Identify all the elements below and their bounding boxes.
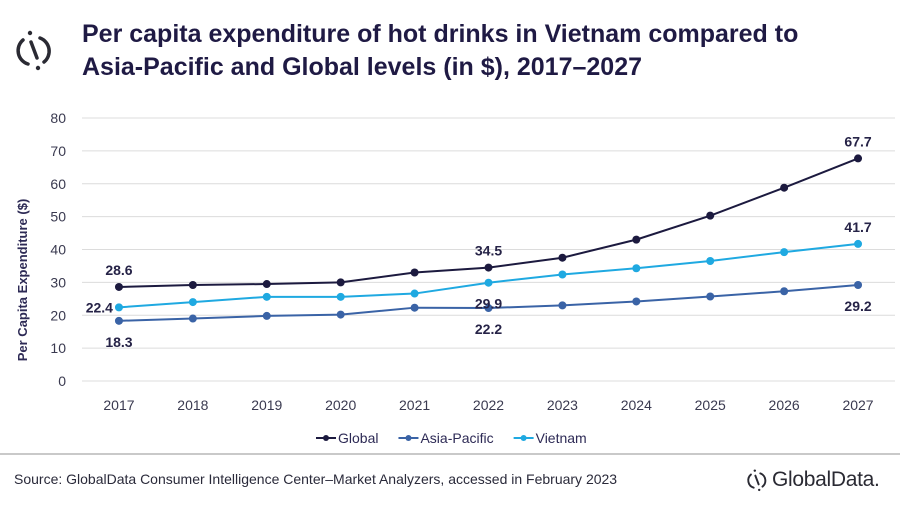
data-point: [632, 297, 641, 306]
data-label: 28.6: [105, 262, 132, 278]
y-tick-label: 60: [50, 176, 66, 192]
footer-divider: [0, 453, 900, 455]
data-point: [780, 248, 789, 257]
title-line-2: Asia-Pacific and Global levels (in $), 2…: [82, 53, 642, 81]
y-tick-label: 50: [50, 209, 66, 225]
legend-label: Global: [338, 430, 378, 446]
legend-swatch-marker: [323, 435, 329, 441]
data-label: 22.4: [86, 299, 113, 315]
data-point: [188, 314, 197, 323]
data-point: [484, 263, 493, 272]
data-label: 29.9: [475, 296, 502, 312]
data-point: [854, 281, 863, 290]
data-point: [262, 311, 271, 320]
x-tick-label: 2018: [177, 397, 208, 413]
data-point: [780, 287, 789, 296]
legend-swatch-marker: [520, 435, 527, 441]
series-lines: [114, 154, 863, 325]
data-point: [632, 235, 641, 244]
chart-title: Per capita expenditure of hot drinks in …: [82, 18, 882, 84]
x-tick-label: 2027: [842, 397, 873, 413]
y-tick-label: 30: [50, 274, 66, 290]
legend-item: Vietnam: [513, 430, 587, 446]
data-point: [706, 257, 715, 266]
y-axis-ticks: 0 10 20 30 40 50 60 70 80: [50, 110, 66, 389]
legend-item: Asia-Pacific: [398, 430, 494, 446]
x-tick-label: 2021: [399, 397, 430, 413]
data-point: [188, 281, 197, 290]
brand-name: GlobalData.: [772, 468, 880, 491]
data-label: 34.5: [475, 243, 502, 259]
data-point: [558, 253, 567, 262]
data-label: 18.3: [105, 334, 132, 350]
globaldata-mark-icon: [16, 30, 51, 71]
x-tick-label: 2025: [695, 397, 726, 413]
data-point: [336, 310, 345, 319]
data-point: [336, 278, 345, 287]
x-tick-label: 2023: [547, 397, 578, 413]
source-note: Source: GlobalData Consumer Intelligence…: [14, 471, 618, 487]
chart-area: 0 10 20 30 40 50 60 70 80 2017 2018 2019 2020 2021 20…: [0, 100, 900, 450]
data-point: [188, 298, 197, 307]
y-axis-label: Per Capita Expenditure ($): [15, 199, 30, 362]
brand-logo: GlobalData.: [746, 464, 880, 496]
globaldata-mark-icon: [747, 469, 767, 492]
data-point: [484, 304, 493, 313]
y-tick-label: 40: [50, 242, 66, 258]
legend: Global Asia-Pacific Vietnam: [316, 430, 587, 446]
data-point: [262, 292, 271, 301]
x-tick-label: 2024: [621, 397, 652, 413]
data-label: 41.7: [844, 219, 871, 235]
y-tick-label: 70: [50, 143, 66, 159]
y-tick-label: 0: [58, 373, 66, 389]
data-label: 67.7: [844, 133, 871, 149]
x-tick-label: 2019: [251, 397, 282, 413]
data-point: [854, 239, 863, 248]
data-point: [410, 289, 419, 298]
data-point: [484, 278, 493, 287]
data-point: [632, 264, 641, 273]
data-point: [262, 280, 271, 289]
gridlines: [82, 117, 895, 382]
data-point: [706, 292, 715, 301]
y-tick-label: 20: [50, 307, 66, 323]
legend-item: Global: [316, 430, 378, 446]
title-line-1: Per capita expenditure of hot drinks in …: [82, 20, 799, 48]
header: Per capita expenditure of hot drinks in …: [0, 0, 900, 100]
legend-swatch-marker: [405, 435, 412, 441]
data-labels: 28.6 34.5 67.7 18.3 22.2 29.2 22.4 29.9 41.7: [86, 133, 872, 349]
data-point: [558, 301, 567, 310]
data-point: [410, 268, 419, 277]
data-point: [854, 154, 863, 163]
x-tick-label: 2017: [103, 397, 134, 413]
y-tick-label: 10: [50, 340, 66, 356]
y-tick-label: 80: [50, 110, 66, 126]
data-label: 29.2: [844, 298, 871, 314]
legend-label: Vietnam: [536, 430, 587, 446]
data-point: [780, 183, 789, 192]
x-tick-label: 2020: [325, 397, 356, 413]
data-point: [558, 270, 567, 279]
data-point: [114, 316, 123, 325]
legend-label: Asia-Pacific: [420, 430, 493, 446]
x-axis-ticks: 2017 2018 2019 2020 2021 2022 2023 2024 2025 2026…: [103, 397, 873, 413]
data-point: [114, 282, 123, 291]
data-point: [706, 211, 715, 220]
data-point: [114, 303, 123, 312]
x-tick-label: 2022: [473, 397, 504, 413]
data-label: 22.2: [475, 321, 502, 337]
x-tick-label: 2026: [769, 397, 800, 413]
data-point: [336, 292, 345, 301]
data-point: [410, 303, 419, 312]
